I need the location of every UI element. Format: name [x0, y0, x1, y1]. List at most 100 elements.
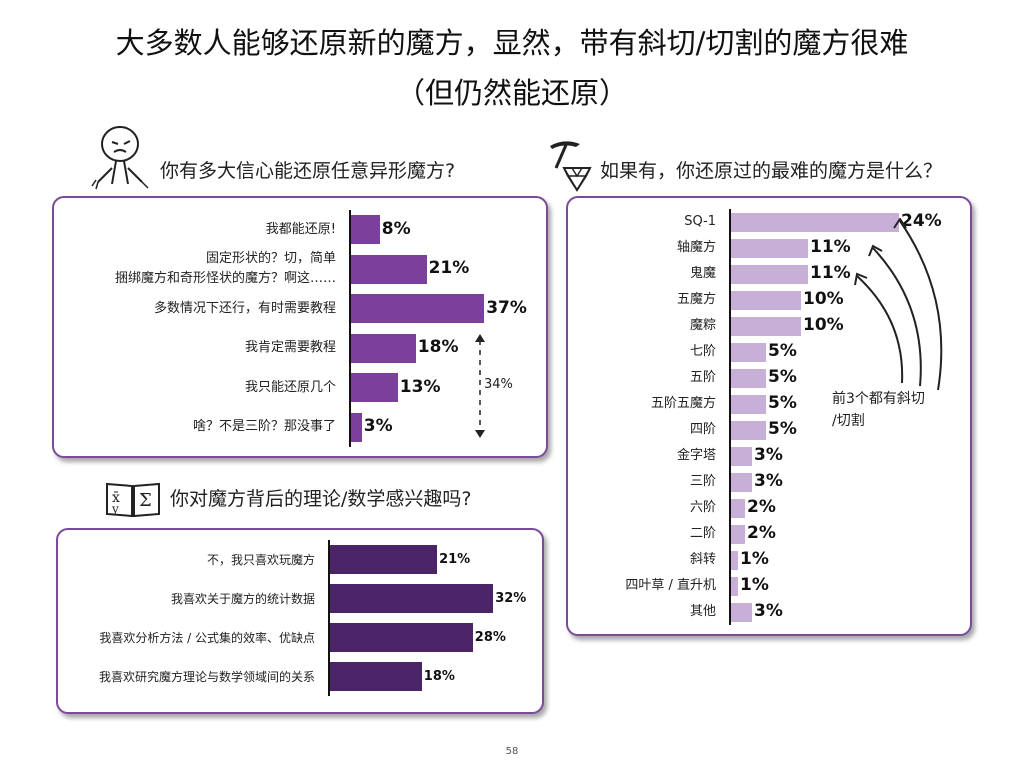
chart1-bar	[351, 215, 380, 245]
chart2-category-label: 五阶	[689, 370, 716, 385]
chart2-arrows	[854, 218, 943, 391]
chart2-value-label: 2%	[747, 523, 776, 543]
chart2-bar	[731, 238, 808, 258]
chart3-panel	[56, 528, 544, 714]
gem-pickaxe-icon	[550, 141, 592, 192]
chart1-value-label: 21%	[428, 258, 470, 279]
chart2-bar	[731, 342, 766, 362]
chart1-bar	[351, 373, 398, 403]
chart2-category-label: 金字塔	[676, 448, 716, 463]
chart2-value-label: 5%	[768, 419, 797, 439]
chart3-bar	[330, 545, 438, 574]
chart2-value-label: 2%	[747, 497, 776, 517]
chart2-bar	[731, 290, 801, 310]
svg-text:y: y	[111, 502, 119, 516]
chart1-bar	[351, 254, 427, 284]
chart2-category-label: 五魔方	[676, 292, 716, 307]
chart2-value-label: 3%	[754, 471, 783, 491]
chart2-category-label: 其他	[689, 604, 716, 619]
svg-text:x̄: x̄	[112, 490, 120, 506]
chart1-category-label: 我只能还原几个	[244, 379, 336, 395]
chart1-bracket-arrow	[475, 334, 485, 438]
page-title: 大多数人能够还原新的魔方，显然，带有斜切/切割的魔方很难	[115, 26, 909, 60]
svg-text:Σ: Σ	[139, 490, 152, 511]
stick-figure-icon	[91, 126, 149, 190]
chart1-category-label: 我都能还原!	[265, 221, 336, 237]
chart3-axis	[328, 540, 330, 696]
chart2-category-label: 魔粽	[689, 318, 716, 333]
chart2-bar	[731, 550, 738, 570]
chart1-axis	[349, 210, 351, 447]
chart2-bar	[731, 420, 766, 440]
chart2-bar	[731, 602, 752, 622]
chart1-bar	[351, 294, 485, 324]
chart2-category-label: 轴魔方	[676, 240, 716, 255]
chart2-bar	[731, 394, 766, 414]
chart3-category-label: 我喜欢关于魔方的统计数据	[170, 591, 315, 606]
chart2-category-label: 斜转	[689, 552, 716, 567]
chart1-value-label: 8%	[381, 218, 411, 239]
chart2-value-label: 10%	[803, 289, 844, 309]
chart3-bar	[330, 623, 473, 652]
chart2-value-label: 5%	[768, 393, 797, 413]
chart1-category-label: 多数情况下还行，有时需要教程	[153, 300, 336, 316]
chart2-bar	[731, 498, 745, 518]
chart3-value-label: 18%	[423, 668, 455, 684]
chart2-category-label: 七阶	[689, 344, 716, 359]
chart2-category-label: 三阶	[689, 474, 716, 489]
chart3-category-label: 不，我只喜欢玩魔方	[206, 552, 315, 567]
chart1-bar	[351, 333, 416, 363]
chart1-panel	[52, 196, 548, 458]
chart2-bar	[731, 368, 766, 388]
chart2-bar	[731, 446, 752, 466]
chart2-value-label: 5%	[768, 341, 797, 361]
chart2-value-label: 11%	[810, 237, 851, 257]
chart2-value-label: 1%	[740, 575, 769, 595]
chart1-value-label: 37%	[486, 297, 527, 318]
chart2-bar	[731, 316, 801, 336]
chart3-bar	[330, 662, 422, 691]
chart2-bar	[731, 576, 738, 596]
chart2-category-label: 五阶五魔方	[650, 396, 716, 411]
chart1-bar	[351, 412, 362, 442]
chart2-value-label: 3%	[754, 445, 783, 465]
chart3-value-label: 32%	[495, 590, 527, 606]
chart2-bar	[731, 212, 899, 232]
chart1-category-label: 我肯定需要教程	[244, 340, 336, 356]
chart3-category-label: 我喜欢研究魔方理论与数学领域间的关系	[98, 669, 315, 684]
chart2-value-label: 3%	[754, 601, 783, 621]
chart2-category-label: 四阶	[689, 422, 716, 437]
chart1-value-label: 3%	[363, 416, 393, 437]
chart1-category-label: 固定形状的？切，简单 捆绑魔方和奇形怪状的魔方？啊这……	[114, 251, 336, 287]
chart2-value-label: 10%	[803, 315, 844, 335]
chart2-category-label: SQ-1	[684, 214, 716, 229]
chart3-heading: 你对魔方背后的理论/数学感兴趣吗?	[170, 488, 472, 510]
chart2-value-label: 11%	[810, 263, 851, 283]
chart3-category-label: 我喜欢分析方法 / 公式集的效率、优缺点	[99, 630, 315, 645]
chart2-category-label: 四叶草 / 直升机	[625, 578, 716, 593]
chart2-value-label: 5%	[768, 367, 797, 387]
chart2-value-label: 24%	[901, 211, 942, 231]
chart2-heading: 如果有，你还原过的最难的魔方是什么？	[600, 160, 943, 182]
chart1-annotation: 34%	[484, 377, 513, 392]
chart2-category-label: 二阶	[689, 526, 716, 541]
chart2-value-label: 1%	[740, 549, 769, 569]
chart2-bar	[731, 472, 752, 492]
chart2-bar	[731, 524, 745, 544]
chart2-category-label: 六阶	[689, 500, 716, 515]
chart2-bar	[731, 264, 808, 284]
chart3-bar	[330, 584, 494, 613]
chart3-value-label: 28%	[474, 629, 506, 645]
chart2-annotation: 前3个都有斜切 /切割	[832, 391, 925, 429]
chart2-axis	[729, 209, 731, 625]
chart2-category-label: 鬼魔	[689, 266, 716, 281]
chart1-value-label: 18%	[417, 337, 459, 358]
chart1-value-label: 13%	[399, 376, 441, 397]
chart1-category-label: 啥？不是三阶？那没事了	[192, 419, 336, 435]
page-number: 58	[505, 746, 519, 757]
math-book-icon: x̄ y Σ	[106, 482, 160, 518]
page-subtitle: （但仍然能还原）	[395, 76, 628, 110]
